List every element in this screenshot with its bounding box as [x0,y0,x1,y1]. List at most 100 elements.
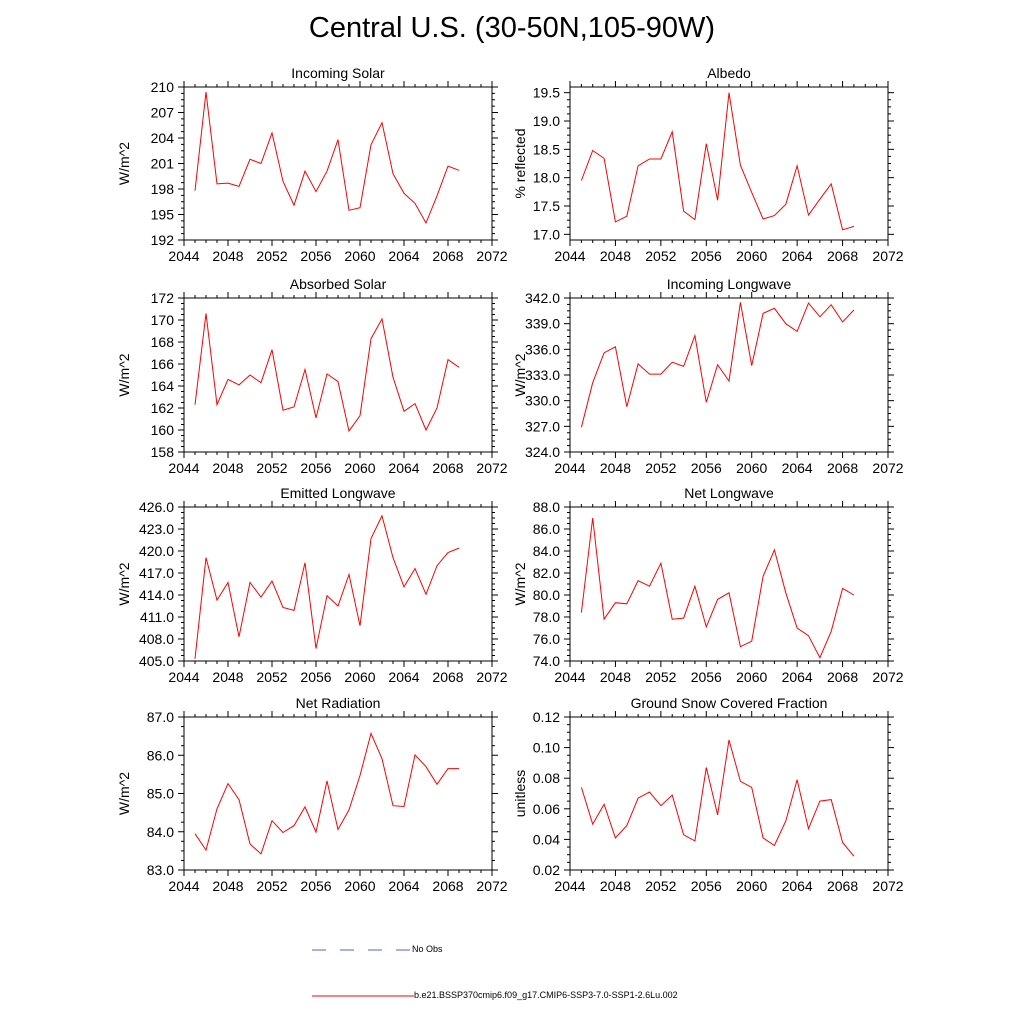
legend-item-no-obs: No Obs [312,943,443,956]
y-tick-label: 80.0 [533,587,560,603]
y-tick-label: 198 [151,181,175,197]
x-tick-label: 2044 [168,460,199,476]
panel-title: Incoming Longwave [667,276,792,292]
y-tick-label: 84.0 [147,824,174,840]
x-tick-label: 2048 [212,460,243,476]
y-tick-label: 207 [151,105,175,121]
plot-frame [569,506,889,662]
figure-title: Central U.S. (30-50N,105-90W) [308,12,716,44]
x-tick-label: 2056 [691,878,722,894]
panel-title: Incoming Solar [291,65,385,81]
x-tick-label: 2052 [256,878,287,894]
x-tick-label: 2048 [212,248,243,264]
x-tick-label: 2052 [256,460,287,476]
x-tick-label: 2044 [554,248,585,264]
x-tick-label: 2072 [476,669,507,685]
y-tick-label: 0.10 [533,740,560,756]
y-tick-label: 210 [151,79,175,95]
legend-swatch-solid [312,995,414,997]
x-tick-label: 2052 [645,669,676,685]
x-tick-label: 2052 [645,248,676,264]
x-tick-label: 2072 [872,669,903,685]
panel-7: 2044 2048 2052 2056 2060 2064 2068 2072 0.02 0.04… [512,695,904,894]
y-tick-label: 170 [151,312,175,328]
x-tick-label: 2056 [691,669,722,685]
legend-label: No Obs [412,944,443,954]
panel-title: Net Longwave [684,485,774,501]
y-axis-label: % reflected [512,128,528,198]
x-tick-label: 2060 [344,248,375,264]
x-tick-label: 2064 [388,878,419,894]
y-axis-label: W/m^2 [512,353,528,396]
plot-frame [183,297,493,453]
x-tick-label: 2064 [388,248,419,264]
x-tick-label: 2060 [736,669,767,685]
y-tick-label: 17.5 [533,198,560,214]
x-tick-label: 2068 [827,460,858,476]
y-tick-label: 172 [151,290,175,306]
panel-1: 2044 2048 2052 2056 2060 2064 2068 2072 17.0 17.5… [512,65,904,264]
x-tick-label: 2044 [554,460,585,476]
x-tick-label: 2056 [691,248,722,264]
panel-6: 2044 2048 2052 2056 2060 2064 2068 2072 83.0 84.0… [116,695,508,894]
y-tick-label: 204 [151,130,175,146]
x-tick-label: 2048 [600,669,631,685]
y-tick-label: 405.0 [139,653,174,669]
legend-label: b.e21.BSSP370cmip6.f09_g17.CMIP6-SSP3-7.… [414,990,678,1000]
y-tick-label: 82.0 [533,565,560,581]
y-tick-label: 84.0 [533,543,560,559]
x-tick-label: 2072 [872,248,903,264]
y-tick-label: 423.0 [139,521,174,537]
y-tick-label: 324.0 [525,444,560,460]
panel-title: Absorbed Solar [290,276,387,292]
panel-4: 2044 2048 2052 2056 2060 2064 2068 2072 405.0 408… [116,485,508,685]
y-tick-label: 342.0 [525,290,560,306]
y-tick-label: 333.0 [525,367,560,383]
x-tick-label: 2052 [645,460,676,476]
x-tick-label: 2056 [300,878,331,894]
y-tick-label: 88.0 [533,499,560,515]
y-tick-label: 164 [151,378,175,394]
y-tick-label: 195 [151,207,175,223]
x-tick-label: 2048 [212,878,243,894]
x-tick-label: 2072 [872,460,903,476]
x-tick-label: 2044 [554,878,585,894]
y-tick-label: 76.0 [533,631,560,647]
series-line [194,731,459,855]
y-tick-label: 74.0 [533,653,560,669]
y-tick-label: 0.08 [533,770,560,786]
x-tick-label: 2048 [600,460,631,476]
panel-title: Albedo [707,65,751,81]
y-tick-label: 426.0 [139,499,174,515]
panel-3: 2044 2048 2052 2056 2060 2064 2068 2072 324.0 327… [512,276,904,476]
x-tick-label: 2060 [736,248,767,264]
legend-swatch-dashed [312,949,412,951]
x-tick-label: 2048 [212,669,243,685]
series-line [580,302,855,428]
x-tick-label: 2060 [736,460,767,476]
y-tick-label: 414.0 [139,587,174,603]
y-tick-label: 327.0 [525,418,560,434]
series-line [194,92,460,225]
y-tick-label: 0.04 [533,831,560,847]
x-tick-label: 2068 [827,669,858,685]
x-tick-label: 2072 [872,878,903,894]
x-tick-label: 2068 [432,460,463,476]
x-tick-label: 2064 [782,878,813,894]
series-line [194,313,460,433]
plot-frame [569,297,889,453]
y-tick-label: 160 [151,422,175,438]
x-tick-label: 2072 [476,460,507,476]
y-tick-label: 19.0 [533,113,560,129]
y-axis-label: W/m^2 [116,142,132,185]
y-tick-label: 0.06 [533,801,560,817]
x-tick-label: 2056 [300,460,331,476]
y-axis-label: W/m^2 [116,772,132,815]
y-tick-label: 0.12 [533,709,560,725]
x-tick-label: 2064 [388,460,419,476]
x-tick-label: 2056 [300,248,331,264]
x-tick-label: 2068 [432,669,463,685]
plot-frame [569,86,889,241]
x-tick-label: 2048 [600,878,631,894]
